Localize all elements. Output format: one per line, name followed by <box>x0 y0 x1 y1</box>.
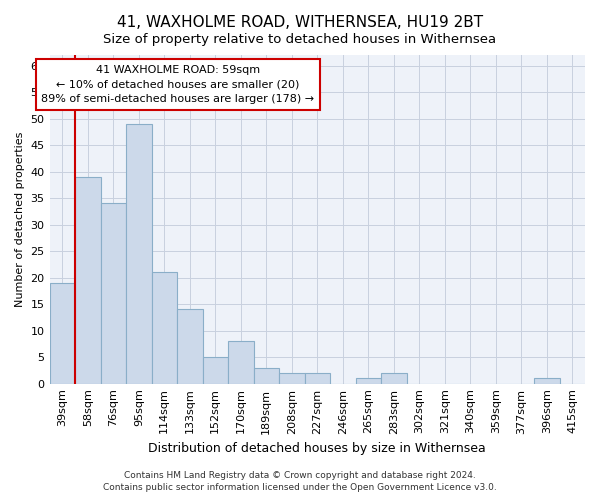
Bar <box>279 373 305 384</box>
Bar <box>177 310 203 384</box>
Bar <box>101 204 126 384</box>
Bar <box>152 272 177 384</box>
Bar <box>356 378 381 384</box>
Bar <box>305 373 330 384</box>
Text: Contains HM Land Registry data © Crown copyright and database right 2024.
Contai: Contains HM Land Registry data © Crown c… <box>103 471 497 492</box>
X-axis label: Distribution of detached houses by size in Withernsea: Distribution of detached houses by size … <box>148 442 486 455</box>
Bar <box>381 373 407 384</box>
Y-axis label: Number of detached properties: Number of detached properties <box>15 132 25 307</box>
Bar <box>534 378 560 384</box>
Bar <box>203 357 228 384</box>
Text: Size of property relative to detached houses in Withernsea: Size of property relative to detached ho… <box>103 32 497 46</box>
Bar <box>126 124 152 384</box>
Bar <box>75 177 101 384</box>
Text: 41, WAXHOLME ROAD, WITHERNSEA, HU19 2BT: 41, WAXHOLME ROAD, WITHERNSEA, HU19 2BT <box>117 15 483 30</box>
Bar <box>50 283 75 384</box>
Bar <box>254 368 279 384</box>
Bar <box>228 342 254 384</box>
Text: 41 WAXHOLME ROAD: 59sqm
← 10% of detached houses are smaller (20)
89% of semi-de: 41 WAXHOLME ROAD: 59sqm ← 10% of detache… <box>41 65 314 104</box>
